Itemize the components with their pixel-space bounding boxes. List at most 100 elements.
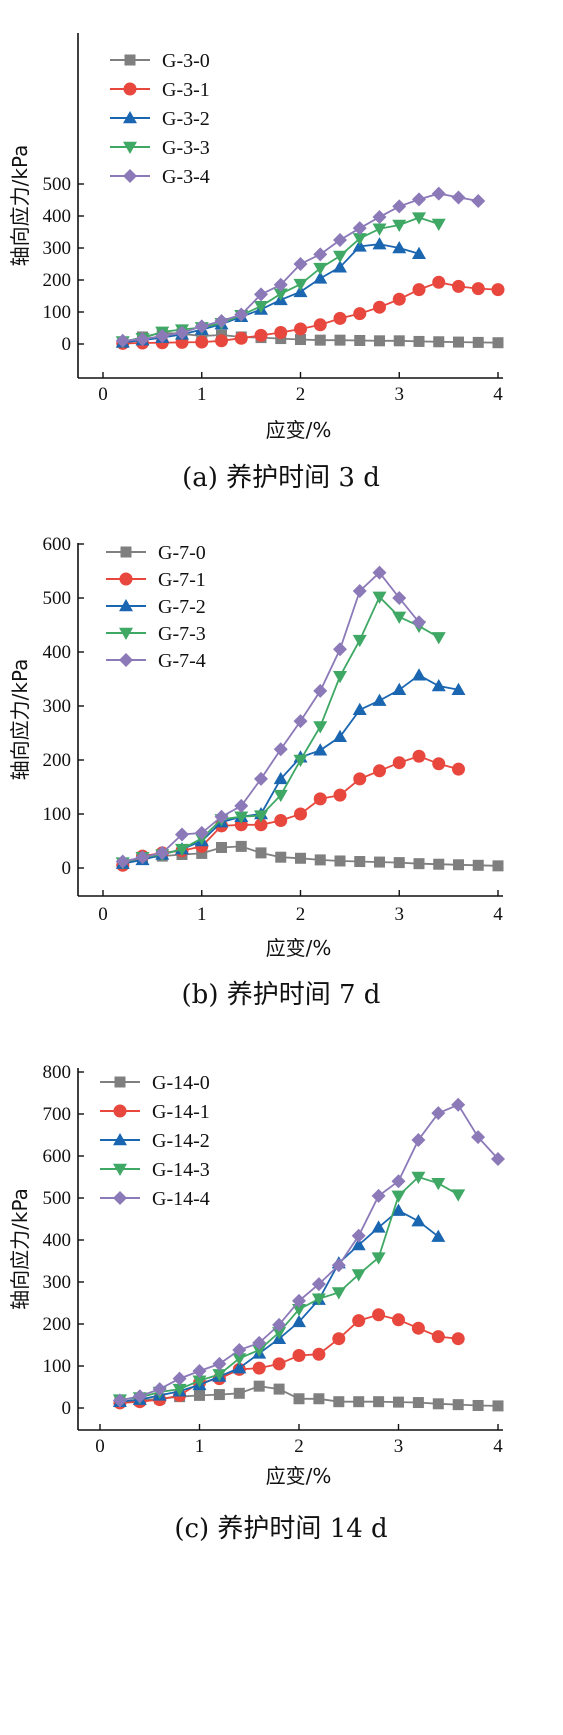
data-point: [392, 219, 407, 232]
legend-entry-label: G-3-4: [162, 166, 210, 188]
data-point: [431, 218, 446, 231]
data-point: [293, 257, 308, 271]
data-point: [314, 334, 326, 346]
data-point: [195, 335, 209, 349]
data-point: [295, 852, 306, 864]
data-point: [135, 332, 150, 347]
data-point: [392, 199, 407, 214]
data-point: [353, 307, 367, 321]
data-point: [391, 1190, 406, 1203]
data-point: [352, 221, 367, 236]
x-tick-label: 1: [195, 1436, 205, 1457]
data-point: [272, 1357, 286, 1371]
data-point: [232, 1343, 247, 1358]
series-line: [122, 674, 459, 865]
data-point: [352, 239, 367, 252]
data-point: [311, 1277, 326, 1292]
data-point: [192, 1364, 207, 1379]
x-tick-label: 4: [493, 1436, 503, 1457]
data-point: [374, 856, 385, 868]
data-point: [234, 811, 249, 824]
data-point: [451, 682, 466, 696]
legend: G-7-0 G-7-1 G-7-2 G-7-3 G-7-4: [106, 542, 206, 672]
legend-marker: [119, 599, 133, 612]
data-point: [392, 591, 407, 605]
legend-entry-label: G-14-0: [152, 1072, 210, 1094]
data-point: [293, 714, 308, 729]
x-tick-label: 4: [493, 904, 503, 925]
data-point: [413, 858, 425, 870]
data-point: [373, 764, 386, 778]
y-tick-label: 200: [43, 750, 72, 771]
data-point: [452, 279, 465, 293]
x-tick-label: 2: [294, 1436, 304, 1457]
y-tick-label: 100: [43, 1356, 72, 1377]
x-tick-label: 3: [394, 1436, 404, 1457]
data-point: [451, 1097, 466, 1112]
data-point: [214, 313, 229, 328]
series-G-3-4: [115, 186, 486, 348]
data-point: [233, 1387, 245, 1399]
data-point: [412, 246, 426, 260]
data-point: [374, 335, 385, 347]
y-tick-label: 300: [43, 696, 72, 717]
data-point: [272, 1327, 287, 1340]
data-point: [334, 334, 346, 346]
data-point: [373, 300, 386, 314]
data-point: [371, 1220, 386, 1233]
data-point: [292, 1349, 306, 1362]
y-tick-label: 400: [43, 642, 72, 663]
y-tick-label: 400: [43, 1230, 72, 1251]
y-tick-label: 600: [43, 1146, 72, 1167]
data-point: [155, 845, 170, 860]
data-point: [333, 250, 347, 263]
y-tick-label: 0: [62, 334, 72, 355]
data-point: [372, 591, 387, 604]
data-point: [372, 1308, 386, 1322]
y-tick-label: 0: [62, 858, 72, 879]
data-point: [333, 788, 347, 802]
legend-entry-label: G-3-1: [162, 79, 210, 101]
data-point: [392, 292, 406, 306]
data-point: [213, 1389, 225, 1401]
data-point: [371, 1188, 386, 1203]
data-point: [353, 772, 367, 786]
figure-caption: (a) 养护时间 3 d: [182, 463, 380, 493]
x-tick-label: 0: [98, 904, 108, 925]
data-point: [412, 212, 426, 225]
data-point: [132, 1389, 147, 1404]
legend-entry-label: G-14-4: [152, 1188, 210, 1210]
data-point: [352, 702, 367, 716]
data-point: [432, 1398, 444, 1410]
data-point: [331, 1258, 346, 1273]
data-point: [353, 1396, 365, 1408]
data-point: [392, 241, 407, 254]
x-axis-label: 应变/%: [266, 936, 332, 960]
data-point: [252, 1335, 267, 1350]
data-point: [196, 847, 208, 859]
data-point: [194, 319, 209, 334]
data-point: [115, 854, 130, 869]
data-point: [392, 756, 406, 770]
data-point: [313, 721, 328, 734]
data-point: [214, 809, 229, 824]
data-point: [393, 1396, 404, 1408]
data-point: [452, 1399, 464, 1411]
data-point: [413, 335, 425, 347]
legend-marker: [123, 82, 137, 96]
data-point: [273, 277, 288, 292]
data-point: [352, 233, 367, 246]
series-line: [122, 755, 459, 867]
series-G-7-2: [115, 668, 466, 869]
series-line: [119, 1209, 439, 1403]
data-point: [412, 283, 426, 297]
data-point: [452, 762, 465, 776]
data-point: [254, 771, 268, 786]
x-tick-label: 1: [197, 904, 207, 925]
data-point: [172, 1371, 187, 1386]
data-point: [292, 1304, 306, 1317]
data-point: [255, 847, 267, 859]
x-tick-label: 0: [98, 384, 108, 405]
data-point: [254, 300, 268, 314]
legend-marker: [119, 653, 133, 667]
